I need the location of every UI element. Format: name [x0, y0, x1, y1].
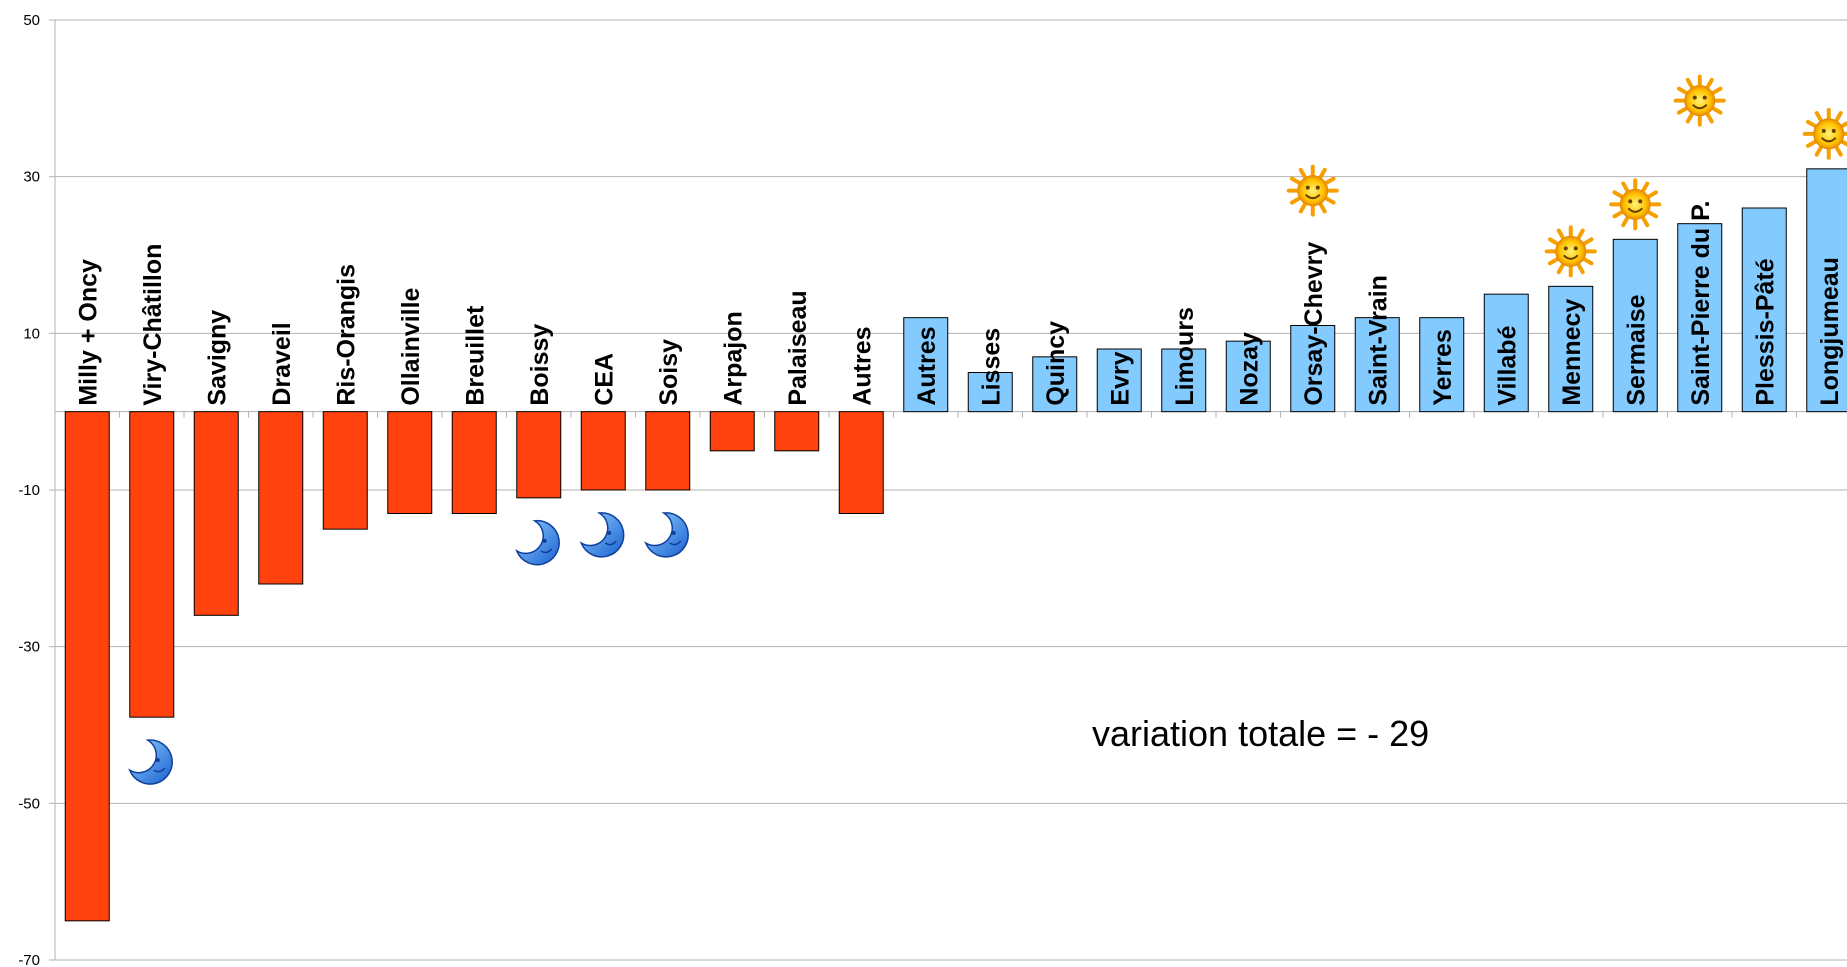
category-label: Quincy: [1042, 321, 1070, 406]
category-label: Viry-Châtillon: [139, 244, 167, 406]
category-label: Milly + Oncy: [74, 259, 102, 406]
y-tick-label: -10: [18, 482, 40, 499]
bar: [645, 411, 691, 491]
bar: [1806, 168, 1847, 413]
bar: [258, 411, 304, 585]
sun-icon: [1544, 225, 1597, 278]
category-label: Savigny: [203, 310, 231, 406]
category-label: Soisy: [655, 339, 683, 406]
sun-icon: [1802, 107, 1847, 160]
moon-icon: [515, 519, 560, 566]
bar: [903, 317, 949, 413]
bar: [193, 411, 239, 616]
bar: [1548, 285, 1594, 413]
bar: [1741, 207, 1787, 413]
y-axis-ticks: 50 30 10 -10 -30 -50 -70: [18, 12, 55, 967]
category-label: Mennecy: [1558, 299, 1586, 406]
bar: [451, 411, 497, 514]
y-tick-label: -50: [18, 795, 40, 812]
category-label: Arpajon: [719, 311, 747, 405]
y-tick-label: 50: [23, 12, 40, 29]
category-label: Lisses: [977, 328, 1005, 406]
category-label: Palaiseau: [784, 290, 812, 405]
category-label: Limours: [1171, 307, 1199, 406]
category-label: Plessis-Pâté: [1751, 258, 1779, 405]
bar: [64, 411, 110, 922]
bar: [129, 411, 175, 718]
bar: [774, 411, 820, 452]
category-label: Longjumeau: [1816, 257, 1844, 406]
category-labels: Milly + Oncy Viry-Châtillon Savigny Draveil…: [74, 200, 1844, 405]
category-label: Saint-Pierre du P.: [1687, 200, 1715, 405]
bar: [1483, 293, 1529, 413]
bar: [1225, 340, 1271, 413]
y-tick-label: 10: [23, 325, 40, 342]
category-label: Breuillet: [461, 305, 489, 406]
bar: [838, 411, 884, 514]
category-label: Yerres: [1429, 329, 1457, 405]
moon-icon: [128, 739, 173, 785]
bar: [1677, 223, 1723, 413]
category-label: Villabé: [1493, 325, 1521, 405]
category-label: Autres: [913, 326, 941, 405]
category-label: CEA: [590, 353, 618, 406]
y-tick-label: 30: [23, 169, 40, 186]
bar: [1354, 317, 1400, 413]
bar: [1290, 325, 1336, 413]
category-label: Ris-Orangis: [332, 264, 360, 406]
bar: [709, 411, 755, 452]
bar: [516, 411, 562, 499]
y-tick-label: -70: [18, 952, 40, 967]
category-label: Saint-Vrain: [1364, 275, 1392, 406]
category-label: Sermaise: [1622, 294, 1650, 405]
moon-icon: [579, 512, 625, 558]
y-tick-label: -30: [18, 639, 40, 656]
category-label: Autres: [848, 326, 876, 405]
category-label: Ollainville: [397, 287, 425, 405]
sun-icon: [1609, 178, 1662, 231]
bar: [322, 411, 368, 530]
category-label: Orsay-Chevry: [1300, 242, 1328, 406]
sun-icon: [1673, 74, 1726, 127]
total-variation-annotation: variation totale = - 29: [1092, 713, 1429, 754]
bar: [967, 372, 1013, 413]
bar: [580, 411, 626, 491]
bar: [387, 411, 433, 514]
bar: [1419, 317, 1465, 413]
bar: [1032, 356, 1078, 413]
category-label: Draveil: [268, 322, 296, 405]
category-label: Boissy: [526, 324, 554, 406]
weather-markers: [128, 74, 1847, 785]
category-label: Nozay: [1235, 332, 1263, 406]
moon-icon: [644, 512, 689, 558]
category-label: Evry: [1106, 351, 1134, 405]
sun-icon: [1286, 164, 1339, 217]
bar: [1096, 348, 1142, 413]
bars: [64, 168, 1847, 922]
bar: [1612, 238, 1658, 413]
bar: [1161, 348, 1207, 413]
